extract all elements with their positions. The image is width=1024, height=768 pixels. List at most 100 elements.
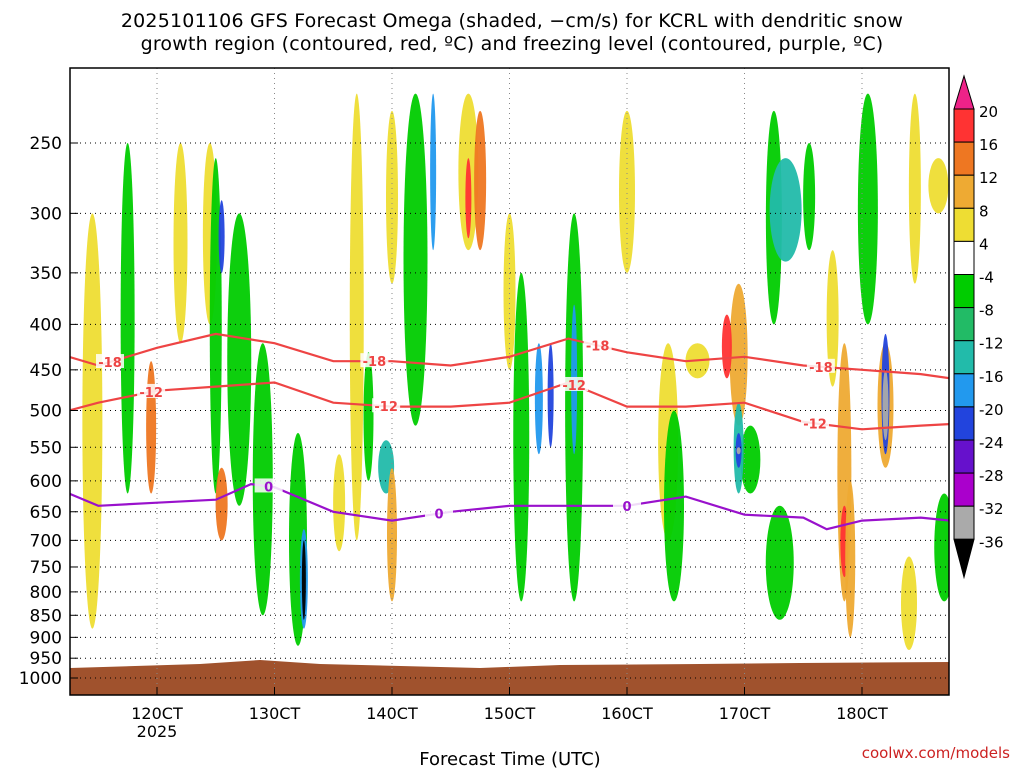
- y-tick-label: 850: [30, 606, 62, 626]
- omega-cell: [215, 467, 228, 541]
- omega-cell: [173, 143, 188, 344]
- x-tick-label: 130CT: [249, 704, 301, 723]
- omega-cell: [430, 93, 437, 251]
- x-tick-label: 140CT: [366, 704, 418, 723]
- omega-cell: [740, 425, 761, 494]
- terrain-area: [70, 660, 949, 695]
- omega-cell: [928, 158, 949, 214]
- contour-line: [70, 482, 949, 531]
- contour-label-bg: [583, 337, 612, 352]
- omega-cell: [769, 158, 802, 262]
- credit-text: coolwx.com/models: [861, 744, 1010, 762]
- y-tick-label: 900: [30, 628, 62, 648]
- colorbar-tick-label: 12: [979, 169, 998, 187]
- plot-frame: [69, 67, 950, 696]
- omega-cell: [664, 410, 684, 602]
- y-tick-label: 500: [30, 402, 62, 422]
- contour-label: -18: [586, 340, 610, 355]
- y-tick-label: 300: [30, 204, 62, 224]
- x-axis-label: Forecast Time (UTC): [419, 749, 600, 768]
- x-tick-year: 2025: [137, 722, 178, 741]
- omega-cell: [474, 110, 487, 251]
- contour-label-bg: [801, 415, 829, 430]
- omega-cell: [934, 493, 949, 602]
- y-tick-label: 450: [30, 361, 62, 381]
- contour-label: 0: [264, 480, 273, 495]
- colorbar-segment: [953, 108, 975, 143]
- colorbar-tick-label: -28: [979, 467, 1004, 485]
- y-tick-label: 350: [30, 264, 62, 284]
- chart-title-line-2: growth region (contoured, red, ºC) and f…: [140, 33, 884, 55]
- colorbar-segment: [953, 439, 975, 474]
- contour-label: 0: [622, 500, 631, 515]
- contour-label-bg: [137, 383, 166, 398]
- omega-cell: [403, 93, 428, 426]
- contour-label: 0: [434, 508, 443, 523]
- y-tick-label: 750: [30, 558, 62, 578]
- omega-cell: [803, 143, 816, 251]
- omega-cell: [882, 369, 889, 441]
- omega-cell: [765, 505, 794, 620]
- contour-label: -18: [809, 361, 833, 376]
- omega-cell: [227, 213, 252, 506]
- colorbar-tick-label: -16: [979, 368, 1004, 386]
- x-tick-label: 120CT: [131, 704, 183, 723]
- colorbar-tick-label: 16: [979, 136, 998, 154]
- contour-label-bg: [806, 358, 835, 373]
- omega-cell: [387, 467, 397, 602]
- omega-cell: [534, 343, 543, 455]
- omega-cell: [120, 143, 135, 494]
- colorbar-segment: [953, 274, 975, 309]
- contour-label: -12: [374, 400, 398, 415]
- omega-cell: [218, 200, 225, 273]
- omega-cell: [908, 93, 921, 284]
- colorbar-tick-label: -24: [979, 434, 1004, 452]
- y-tick-label: 550: [30, 438, 62, 458]
- colorbar-segment: [953, 174, 975, 209]
- omega-cell: [301, 540, 306, 620]
- colorbar-segment: [953, 406, 975, 441]
- x-tick-label: 170CT: [719, 704, 771, 723]
- colorbar-tick-label: -4: [979, 269, 994, 287]
- y-tick-label: 400: [30, 315, 62, 335]
- omega-cell: [826, 250, 839, 387]
- colorbar-top-arrow: [953, 74, 975, 110]
- contour-label: -18: [98, 356, 122, 371]
- omega-cell: [901, 556, 917, 650]
- omega-cell: [619, 110, 635, 273]
- y-tick-label: 700: [30, 531, 62, 551]
- omega-shading: [82, 93, 949, 650]
- contour-label-bg: [96, 354, 124, 369]
- colorbar-tick-label: 4: [979, 235, 989, 253]
- contour-label-bg: [613, 497, 641, 512]
- y-tick-label: 250: [30, 134, 62, 154]
- omega-cell: [465, 158, 472, 239]
- contour-label: -12: [562, 379, 586, 394]
- colorbar-segment: [953, 207, 975, 242]
- colorbar-segment: [953, 472, 975, 507]
- omega-cell: [349, 93, 364, 541]
- colorbar: 20 16 12 8 4 -4 -8 -12 -16 -20 -24 -28 -32 -36: [953, 74, 1004, 580]
- omega-cell: [547, 343, 554, 448]
- omega-cell: [729, 283, 748, 426]
- colorbar-tick-label: -8: [979, 302, 994, 320]
- colorbar-segment: [953, 340, 975, 375]
- omega-cell: [857, 93, 878, 325]
- contour-label-bg: [560, 376, 589, 391]
- contours: -18 -18 -18 -18 -12 -12 -12 -12 0 0 0: [70, 332, 949, 531]
- omega-cell: [845, 480, 856, 638]
- omega-cell: [721, 314, 732, 379]
- omega-cell: [363, 352, 374, 481]
- contour-label-bg: [360, 353, 389, 368]
- grid: [70, 68, 949, 695]
- contour-label: -12: [803, 417, 827, 432]
- omega-cell: [146, 361, 157, 494]
- y-tick-label: 950: [30, 649, 62, 669]
- colorbar-tick-label: -36: [979, 533, 1004, 551]
- contour-label-bg: [372, 398, 401, 413]
- x-axis: 120CT 130CT 140CT 150CT 160CT 170CT 180CT 2025: [131, 687, 888, 741]
- y-axis: 2503003504004505005506006507007508008509…: [19, 134, 78, 689]
- colorbar-bottom-arrow: [953, 538, 975, 580]
- contour-label: -12: [139, 386, 163, 401]
